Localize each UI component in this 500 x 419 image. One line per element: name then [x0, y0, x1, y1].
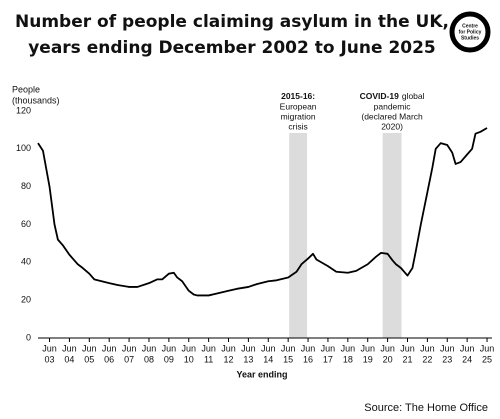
highlight-band	[289, 133, 308, 338]
x-tick-label: 03	[45, 354, 55, 364]
x-tick-month: Jun	[241, 343, 256, 353]
x-tick-month: Jun	[321, 343, 336, 353]
highlight-line: European	[280, 101, 317, 111]
x-tick-label: 04	[64, 354, 74, 364]
x-tick-label: 25	[482, 354, 492, 364]
x-tick-label: 23	[442, 354, 452, 364]
x-tick-label: 08	[144, 354, 154, 364]
x-tick-label: 17	[323, 354, 333, 364]
x-tick-label: 21	[402, 354, 412, 364]
y-tick-label: 60	[21, 219, 31, 229]
highlight-bold: 2015-16:	[281, 91, 315, 101]
x-tick-label: 07	[124, 354, 134, 364]
highlight-line: 2020)	[381, 121, 403, 131]
x-tick-label: 09	[164, 354, 174, 364]
highlight-bold: COVID-19	[360, 91, 399, 101]
x-tick-label: 13	[243, 354, 253, 364]
x-tick-month: Jun	[420, 343, 435, 353]
x-tick-month: Jun	[42, 343, 57, 353]
x-tick-label: 14	[263, 354, 273, 364]
y-tick-label: 100	[16, 143, 31, 153]
highlight-line: (declared March	[361, 111, 423, 121]
highlight-line: migration	[281, 111, 316, 121]
highlight-label: 2015-16:	[281, 91, 315, 101]
logo-text: for Policy	[459, 29, 482, 35]
x-tick-month: Jun	[62, 343, 77, 353]
x-tick-month: Jun	[400, 343, 415, 353]
logo-ring	[449, 11, 491, 53]
x-tick-month: Jun	[341, 343, 356, 353]
highlight-text: global	[402, 91, 425, 101]
x-tick-month: Jun	[440, 343, 455, 353]
series-line	[37, 127, 488, 297]
y-axis-label: People	[12, 84, 40, 94]
chart-title: years ending December 2002 to June 2025	[28, 38, 436, 58]
y-tick-label: 0	[26, 332, 31, 342]
x-tick-month: Jun	[122, 343, 137, 353]
x-tick-month: Jun	[221, 343, 236, 353]
x-tick-label: 24	[462, 354, 472, 364]
x-tick-month: Jun	[201, 343, 216, 353]
x-axis-label: Year ending	[236, 369, 287, 379]
x-tick-label: 19	[363, 354, 373, 364]
x-tick-month: Jun	[360, 343, 375, 353]
highlight-band	[382, 133, 402, 338]
x-tick-label: 12	[224, 354, 234, 364]
highlight-line: crisis	[288, 121, 307, 131]
x-tick-month: Jun	[181, 343, 196, 353]
x-tick-month: Jun	[261, 343, 276, 353]
source: Source: The Home Office	[364, 402, 488, 414]
y-tick-label: 120	[16, 105, 31, 115]
highlight-line: pandemic	[374, 101, 412, 111]
x-tick-month: Jun	[281, 343, 296, 353]
y-axis-label: (thousands)	[12, 95, 60, 105]
x-tick-month: Jun	[460, 343, 475, 353]
y-tick-label: 20	[21, 295, 31, 305]
y-tick-label: 80	[21, 181, 31, 191]
logo-text: Centre	[462, 23, 478, 29]
x-tick-month: Jun	[301, 343, 316, 353]
x-tick-label: 05	[84, 354, 94, 364]
x-tick-label: 15	[283, 354, 293, 364]
y-tick-label: 40	[21, 257, 31, 267]
x-tick-label: 16	[303, 354, 313, 364]
x-tick-month: Jun	[162, 343, 177, 353]
highlight-label: COVID-19 global	[360, 91, 425, 101]
x-tick-month: Jun	[480, 343, 495, 353]
x-tick-label: 22	[422, 354, 432, 364]
x-tick-label: 10	[184, 354, 194, 364]
chart-title: Number of people claiming asylum in the …	[15, 12, 449, 32]
x-tick-label: 20	[383, 354, 393, 364]
x-tick-label: 18	[343, 354, 353, 364]
x-tick-month: Jun	[102, 343, 117, 353]
x-tick-month: Jun	[380, 343, 395, 353]
x-tick-month: Jun	[142, 343, 157, 353]
logo-text: Studies	[461, 35, 479, 41]
x-tick-label: 06	[104, 354, 114, 364]
x-tick-month: Jun	[82, 343, 97, 353]
x-tick-label: 11	[204, 354, 213, 364]
